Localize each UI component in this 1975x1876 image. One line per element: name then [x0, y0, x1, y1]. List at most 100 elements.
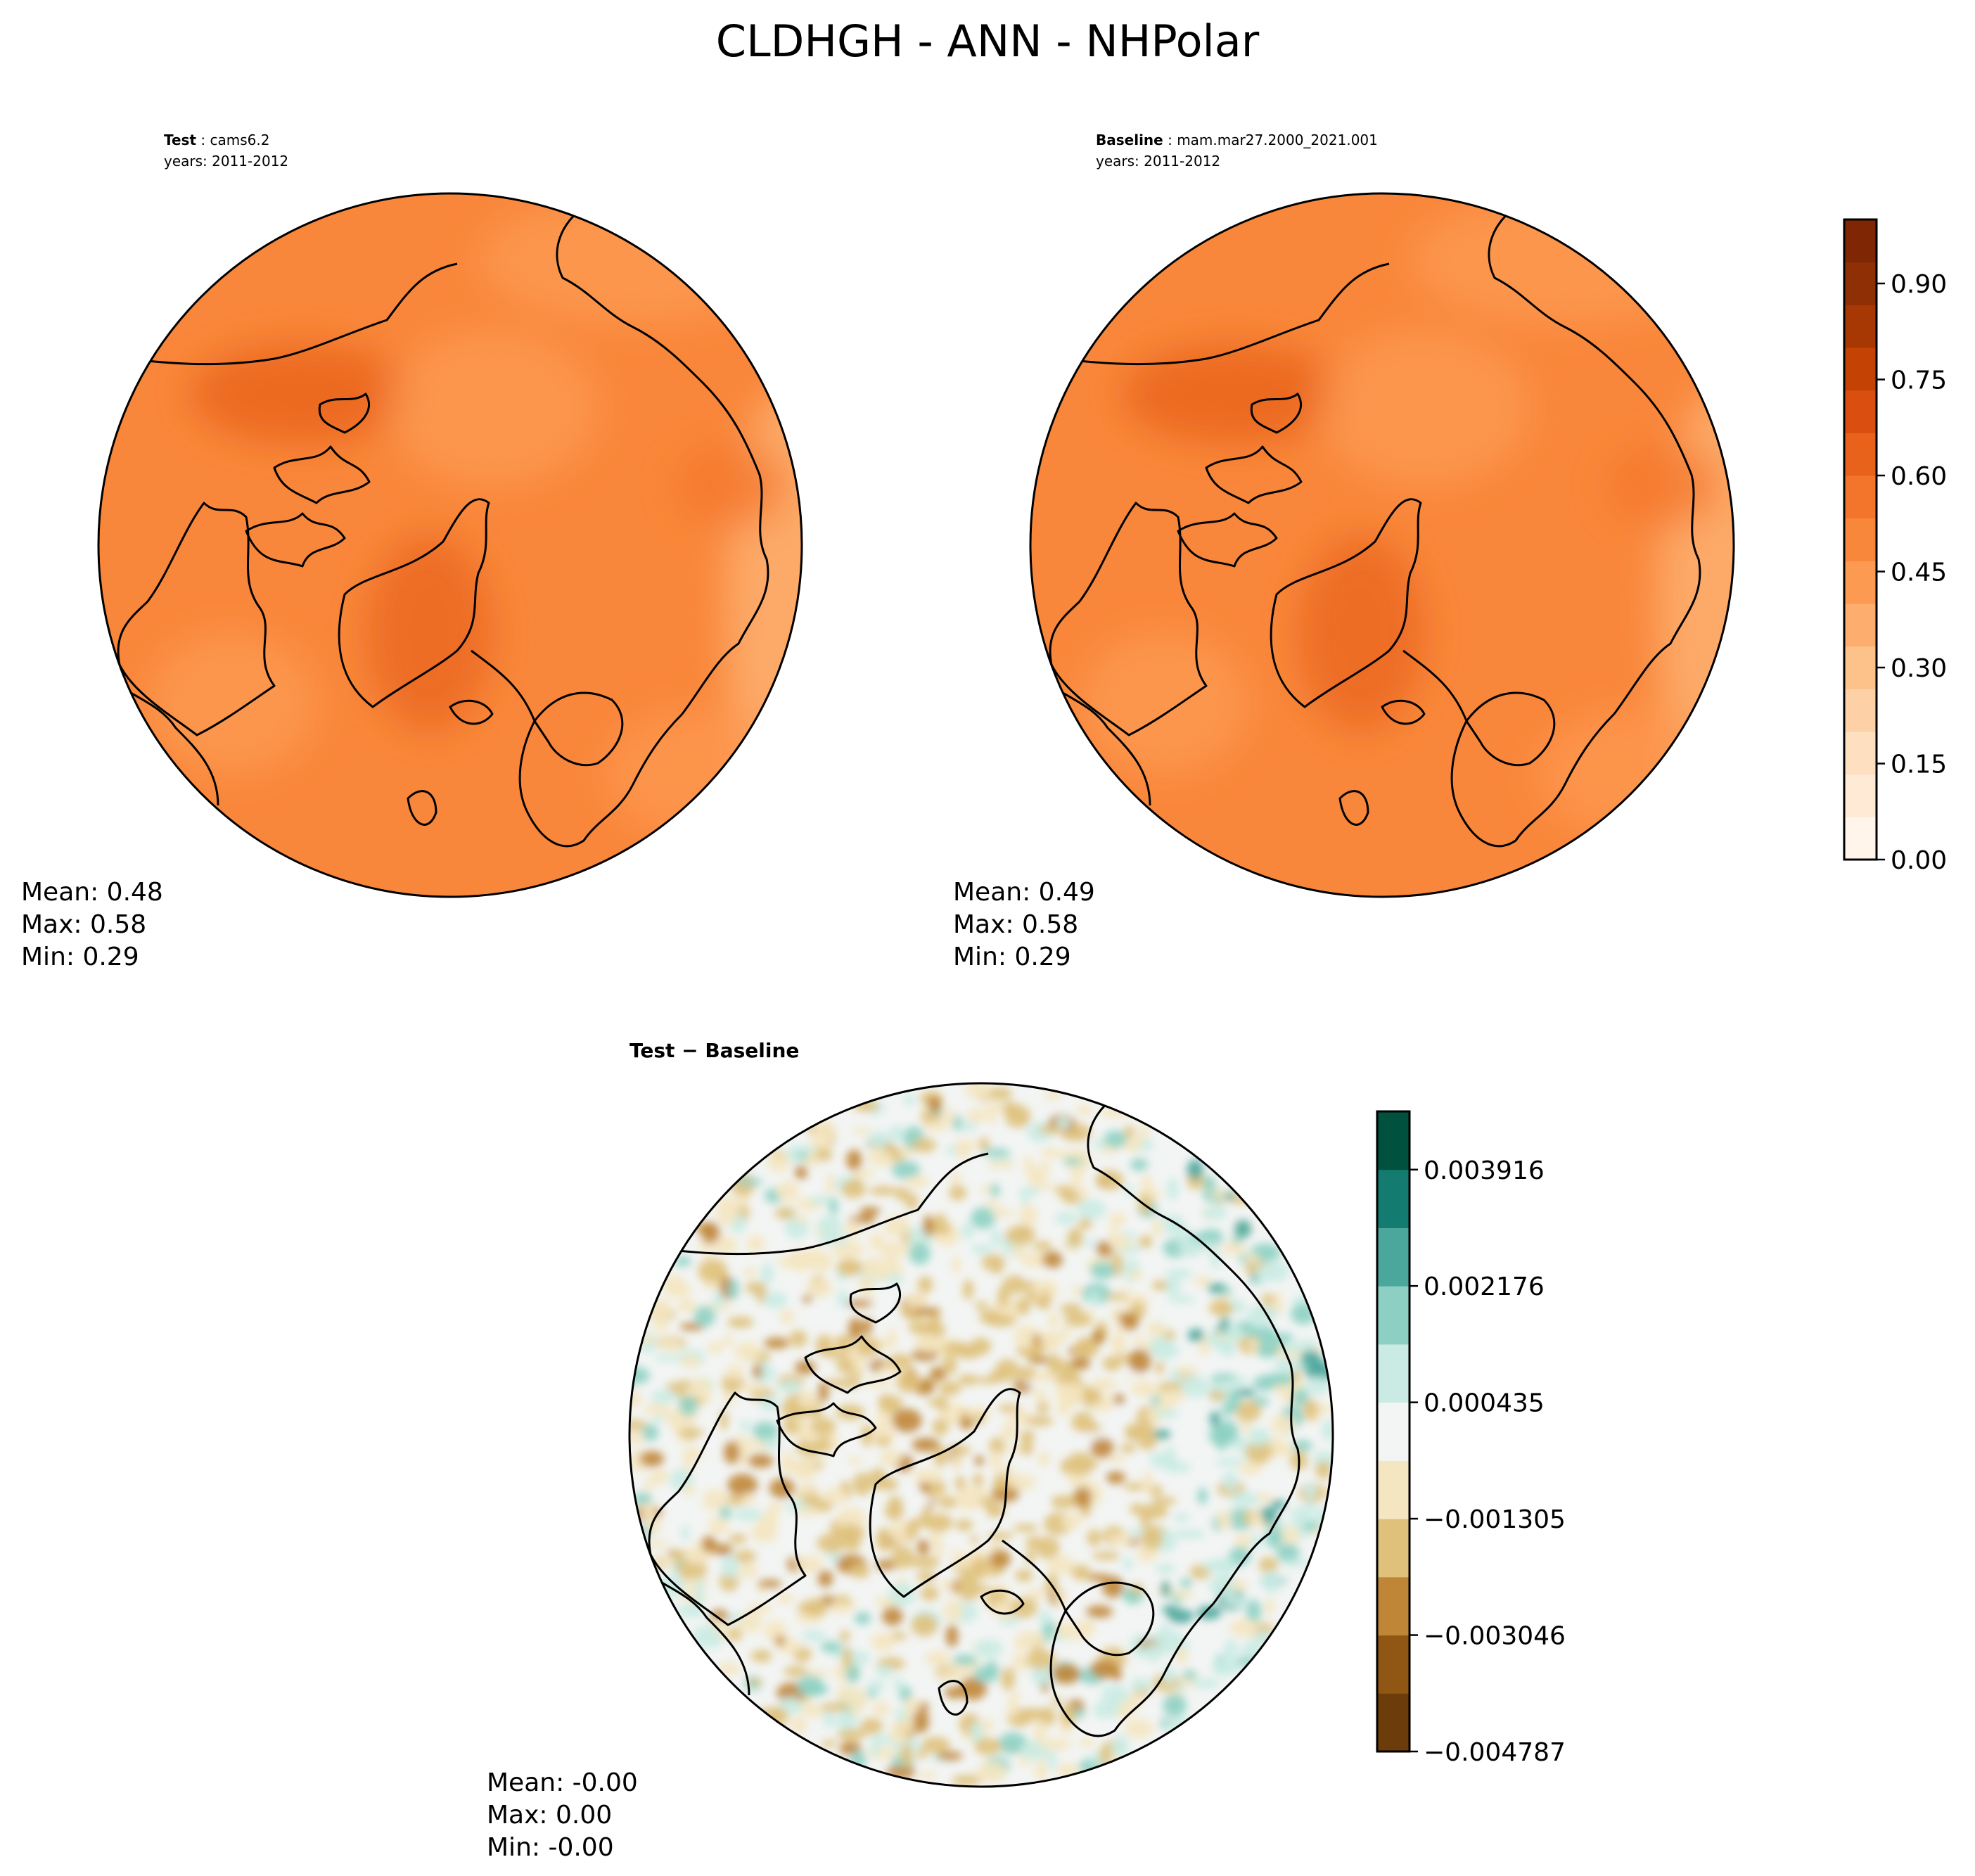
- diff-cell: [1294, 1339, 1317, 1351]
- diff-min: Min: -0.00: [487, 1833, 614, 1862]
- test-header-key: Test: [164, 132, 196, 148]
- diff-cell: [859, 1206, 881, 1215]
- test-header: Test : cams6.2: [164, 132, 269, 148]
- diff-cell: [1261, 1570, 1282, 1593]
- diff-cell: [1207, 1283, 1227, 1292]
- diff-cell: [1123, 1718, 1154, 1739]
- colorbar-level: [1377, 1576, 1410, 1636]
- diff-cell: [1015, 1631, 1046, 1648]
- diff-cell: [848, 1457, 863, 1465]
- diff-cell: [1040, 1289, 1051, 1310]
- colorbar-level: [1377, 1635, 1410, 1694]
- diff-cell: [952, 1446, 972, 1454]
- diff-cell: [1099, 1743, 1112, 1766]
- diff-cell: [1089, 1377, 1118, 1391]
- diff-cell: [1018, 1204, 1038, 1227]
- diff-cell: [679, 1355, 702, 1368]
- diff-cell: [839, 1630, 850, 1643]
- diff-cell: [827, 1379, 843, 1386]
- diff-cell: [1155, 1360, 1164, 1375]
- diff-cell: [1123, 1556, 1133, 1571]
- diff-cell: [1122, 1135, 1143, 1152]
- diff-cell: [750, 1650, 772, 1663]
- diff-cell: [1106, 1471, 1126, 1484]
- diff-cell: [829, 1197, 838, 1215]
- diff-cell: [1037, 1610, 1052, 1624]
- diff-cell: [1120, 1443, 1137, 1453]
- colorbar-tick-label: 0.002176: [1424, 1272, 1545, 1301]
- diff-cell: [1090, 1659, 1120, 1679]
- colorbar-level: [1377, 1693, 1410, 1752]
- diff-cell: [1035, 1536, 1060, 1559]
- diff-cell: [879, 1449, 903, 1467]
- diff-cell: [1152, 1280, 1168, 1291]
- test-max: Max: 0.58: [21, 910, 146, 939]
- diff-cell: [905, 1175, 930, 1189]
- diff-cell: [976, 1761, 1007, 1783]
- diff-cell: [797, 1485, 817, 1495]
- diff-cell: [740, 1419, 750, 1433]
- diff-mean: Mean: -0.00: [487, 1768, 638, 1797]
- diff-cell: [1197, 1487, 1208, 1505]
- diff-cell: [1282, 1342, 1300, 1353]
- diff-cell: [1209, 1410, 1220, 1427]
- diff-cell: [1223, 1329, 1247, 1340]
- diff-cell: [1216, 1420, 1239, 1444]
- diff-cell: [926, 1097, 942, 1113]
- diff-cell: [997, 1732, 1028, 1754]
- diff-cell: [1143, 1642, 1163, 1661]
- diff-cell: [629, 1419, 648, 1431]
- diff-cell: [1099, 1106, 1130, 1118]
- diff-map-boundary: [628, 1082, 1334, 1788]
- diff-cell: [981, 1148, 1011, 1156]
- diff-cell: [642, 1424, 659, 1441]
- diff-cell: [1101, 1576, 1124, 1598]
- diff-cell: [836, 1729, 867, 1741]
- diff-cell: [990, 1549, 1011, 1569]
- diff-cell: [752, 1422, 779, 1441]
- diff-cell: [1260, 1506, 1277, 1525]
- diff-cell: [743, 1267, 758, 1279]
- diff-cell: [1033, 1241, 1053, 1251]
- diff-cell: [1272, 1291, 1284, 1316]
- diff-cell: [1146, 1321, 1166, 1337]
- diff-cell: [720, 1409, 729, 1431]
- diff-cell: [1201, 1241, 1215, 1252]
- diff-cell: [1108, 1235, 1133, 1250]
- diff-cell: [1104, 1130, 1127, 1148]
- diff-cell: [981, 1253, 1006, 1271]
- colorbar-level: [1377, 1286, 1410, 1345]
- diff-cell: [945, 1624, 959, 1647]
- colorbar-tick-label: 0.60: [1891, 462, 1947, 491]
- diff-cell: [1047, 1750, 1057, 1771]
- diff-cell: [1037, 1450, 1050, 1467]
- diff-cell: [971, 1244, 993, 1255]
- diff-cell: [794, 1360, 816, 1374]
- diff-cell: [832, 1239, 864, 1261]
- baseline-map: [1030, 193, 1734, 897]
- diff-cell: [1305, 1376, 1330, 1396]
- diff-cell: [992, 1208, 1014, 1218]
- diff-cell: [894, 1677, 903, 1692]
- colorbar-level: [1377, 1460, 1410, 1519]
- diff-cell: [1175, 1529, 1206, 1539]
- diff-cell: [910, 1555, 940, 1569]
- diff-cell: [1180, 1375, 1210, 1398]
- diff-cell: [1030, 1182, 1058, 1190]
- colorbar-level: [1844, 604, 1877, 647]
- diff-cell: [1090, 1437, 1114, 1458]
- diff-cell: [814, 1148, 833, 1161]
- diff-cell: [944, 1687, 966, 1699]
- diff-cell: [869, 1467, 887, 1491]
- diff-cell: [1077, 1199, 1106, 1220]
- diff-cell: [903, 1493, 932, 1508]
- diff-cell: [644, 1403, 670, 1416]
- diff-cell: [889, 1721, 908, 1744]
- diff-cell: [1113, 1735, 1130, 1757]
- diff-cell: [1113, 1393, 1125, 1405]
- diff-cell: [810, 1417, 836, 1436]
- diff-cell: [703, 1489, 713, 1512]
- diff-cell: [757, 1579, 782, 1588]
- diff-cell: [904, 1697, 921, 1716]
- diff-cell: [795, 1165, 807, 1180]
